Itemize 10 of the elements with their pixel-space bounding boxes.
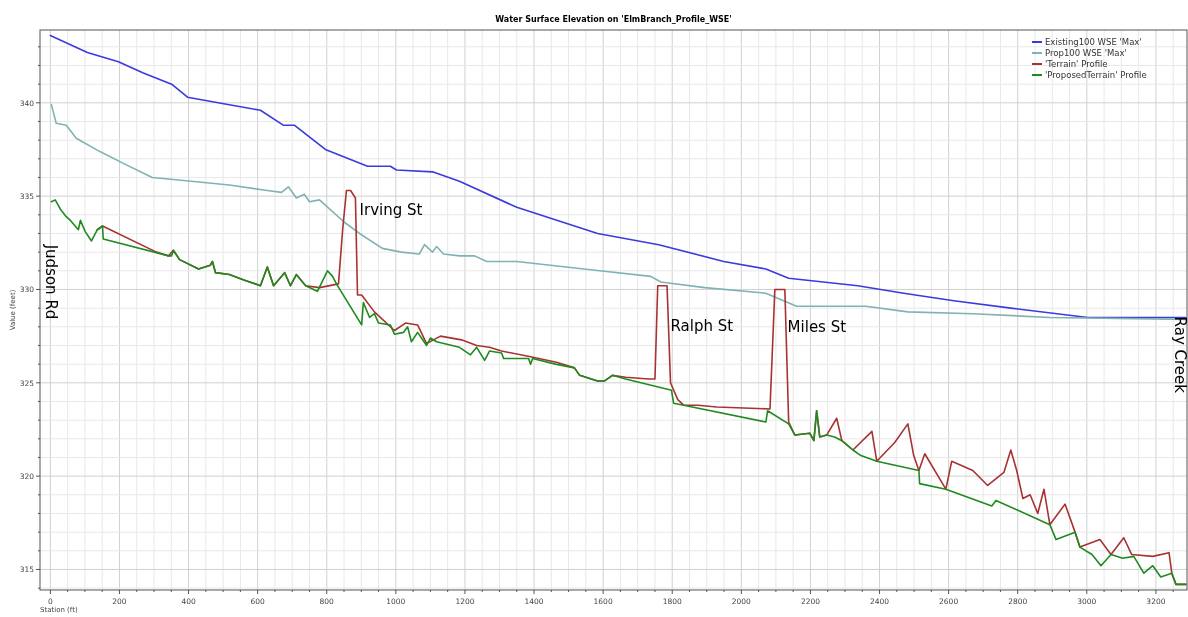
annotation: Miles St bbox=[787, 318, 847, 337]
legend-label: Existing100 WSE 'Max' bbox=[1045, 37, 1142, 47]
annotation: Ray Creek bbox=[1171, 316, 1188, 394]
chart-title: Water Surface Elevation on 'ElmBranch_Profile_WSE' bbox=[495, 15, 732, 24]
annotation: Irving St bbox=[359, 200, 423, 219]
annotation: Ralph St bbox=[670, 316, 734, 335]
annotation: Judson Rd bbox=[42, 243, 60, 320]
legend-label: Prop100 WSE 'Max' bbox=[1045, 48, 1127, 58]
legend-label: 'Terrain' Profile bbox=[1045, 59, 1108, 69]
legend-label: 'ProposedTerrain' Profile bbox=[1045, 70, 1147, 80]
